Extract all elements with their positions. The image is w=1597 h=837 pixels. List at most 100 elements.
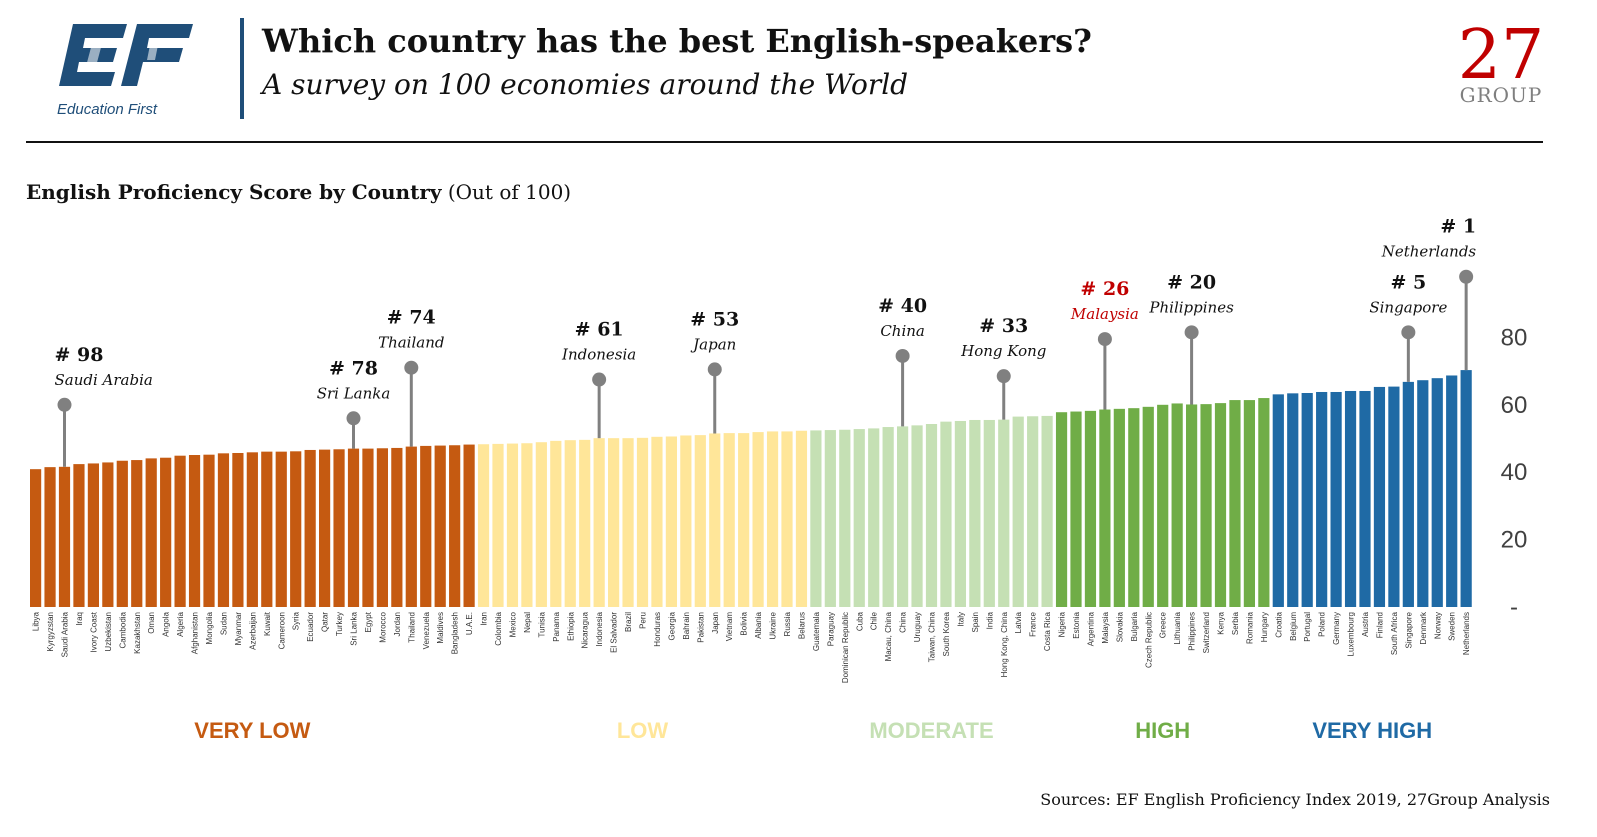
bar	[954, 420, 966, 607]
bar	[940, 421, 952, 607]
x-tick-label: Dominican Republic	[841, 612, 850, 683]
x-tick-label: Jordan	[393, 612, 402, 636]
x-tick-label: Finland	[1375, 612, 1384, 638]
x-tick-label: Singapore	[1404, 611, 1413, 648]
x-tick-label: Cambodia	[118, 611, 127, 648]
header-divider	[240, 18, 244, 119]
ef-logo: Education First	[57, 24, 193, 118]
bar	[651, 436, 663, 607]
x-tick-label: Nigeria	[1058, 611, 1067, 637]
bar	[290, 451, 302, 607]
callout-dot	[1184, 325, 1199, 340]
callout-country: Malaysia	[1070, 305, 1139, 323]
x-tick-label: Vietnam	[725, 612, 734, 642]
bar	[593, 438, 605, 607]
bar	[882, 427, 894, 607]
bar	[463, 444, 475, 607]
bar	[1388, 386, 1400, 607]
x-tick-label: Romania	[1245, 611, 1254, 644]
x-tick-label: Netherlands	[1462, 612, 1471, 655]
callout-country: Singapore	[1369, 298, 1447, 316]
bar	[319, 449, 331, 607]
x-tick-label: Luxembourg	[1347, 612, 1356, 656]
bar	[1402, 381, 1414, 607]
x-tick-label: Ivory Coast	[89, 611, 98, 652]
bar	[58, 466, 71, 607]
bar	[795, 430, 808, 607]
x-tick-label: South Africa	[1390, 611, 1399, 655]
x-tick-label: Chile	[870, 611, 879, 630]
x-tick-label: Germany	[1332, 612, 1341, 645]
logo-27-word: GROUP	[1460, 83, 1543, 107]
callout-rank: # 53	[690, 308, 739, 330]
x-tick-label: Afghanistan	[191, 612, 200, 654]
x-tick-label: Angola	[162, 611, 171, 636]
bar	[535, 442, 547, 607]
x-tick-label: Latvia	[1014, 611, 1023, 633]
bar	[1157, 404, 1169, 607]
bar	[362, 448, 374, 607]
bar	[449, 445, 461, 607]
x-tick-label: Hungary	[1260, 612, 1269, 642]
callout-dot	[1401, 325, 1416, 340]
x-tick-label: Kuwait	[263, 611, 272, 636]
x-tick-label: Myanmar	[234, 612, 243, 646]
x-tick-label: Mongolia	[205, 611, 214, 644]
bar	[1272, 394, 1284, 607]
logo-27-number: 27	[1458, 16, 1545, 95]
x-tick-label: Syria	[292, 611, 301, 630]
y-tick-label: 80	[1501, 324, 1528, 351]
x-tick-label: Turkey	[335, 612, 344, 636]
callout-country: China	[880, 322, 925, 340]
y-tick-label: 20	[1501, 527, 1528, 554]
x-tick-label: Pakistan	[696, 612, 705, 643]
bar	[911, 425, 923, 607]
bar	[810, 430, 822, 607]
x-tick-label: Bahrain	[682, 612, 691, 640]
x-tick-label: Venezuela	[422, 611, 431, 649]
x-tick-label: Egypt	[364, 611, 373, 632]
bar	[1229, 400, 1241, 607]
bar	[1243, 400, 1255, 607]
band-label: LOW	[617, 718, 669, 743]
bar	[116, 460, 128, 607]
callout-country: Netherlands	[1381, 243, 1477, 261]
bar	[1171, 403, 1183, 607]
x-tick-label: Greece	[1159, 611, 1168, 638]
callout-rank: # 26	[1080, 278, 1129, 300]
bar	[839, 429, 851, 607]
x-tick-label: France	[1029, 611, 1038, 636]
bar	[868, 428, 880, 607]
bar	[853, 429, 865, 607]
bar	[174, 455, 186, 607]
bar	[1431, 378, 1443, 607]
x-tick-label: Portugal	[1303, 612, 1312, 642]
bar	[30, 469, 42, 607]
bar	[217, 453, 230, 607]
bar	[102, 462, 114, 607]
x-tick-label: Saudi Arabia	[61, 611, 70, 657]
bar	[694, 435, 706, 607]
x-tick-label: Denmark	[1419, 611, 1428, 644]
x-tick-label: Morocco	[378, 611, 387, 642]
x-tick-label: Mexico	[508, 611, 517, 637]
callout-dot	[1097, 332, 1112, 347]
bar	[261, 451, 273, 607]
x-tick-label: Hong Kong, China	[1000, 611, 1009, 677]
x-tick-label: Iraq	[75, 612, 84, 626]
bar	[347, 448, 360, 607]
x-tick-label: El Salvador	[610, 612, 619, 653]
x-tick-label: Libya	[32, 611, 41, 631]
x-tick-label: Guatemala	[812, 611, 821, 651]
callout-rank: # 98	[55, 344, 104, 366]
callout-dot	[1459, 269, 1474, 284]
bar	[1446, 375, 1458, 607]
header-rule	[26, 141, 1543, 143]
callout-country: Indonesia	[561, 346, 636, 364]
bar	[131, 460, 143, 607]
band-label: MODERATE	[869, 718, 993, 743]
x-tick-label: Croatia	[1274, 611, 1283, 637]
bar	[232, 452, 244, 607]
bar	[87, 463, 99, 607]
